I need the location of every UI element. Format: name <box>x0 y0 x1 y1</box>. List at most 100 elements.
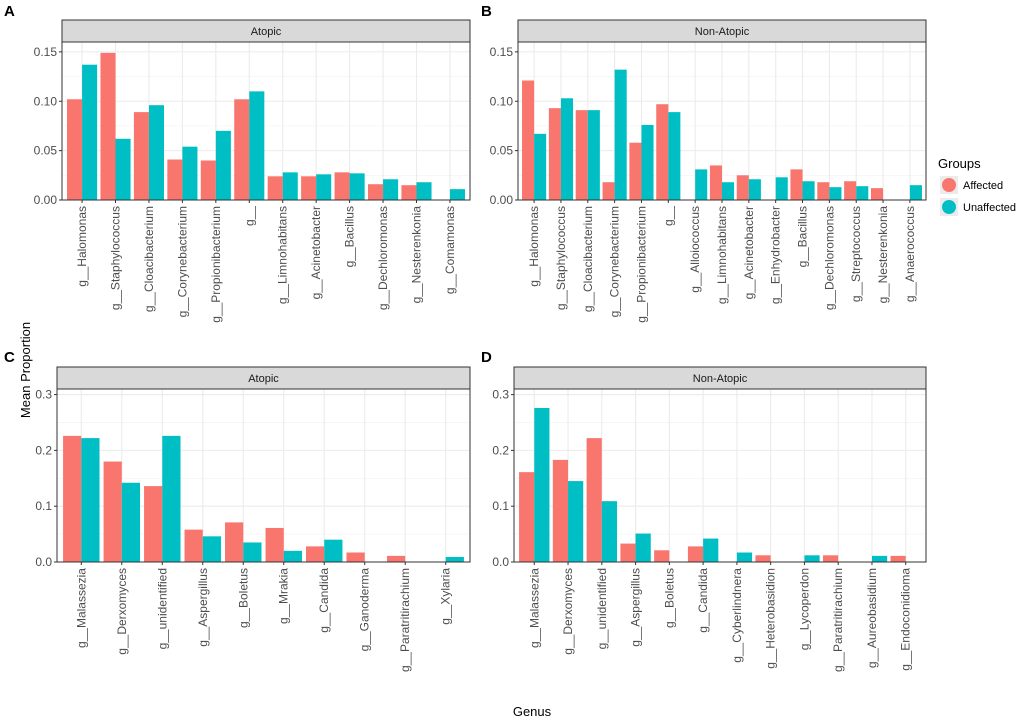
x-tick-label: g__Derxomyces <box>115 568 129 655</box>
x-tick-label: g__Lycoperdon <box>797 568 811 650</box>
bar-affected <box>519 472 535 562</box>
y-tick-label: 0.05 <box>34 144 58 158</box>
x-tick-label: g__Alloiococcus <box>688 206 702 293</box>
bar-affected <box>709 165 722 200</box>
legend-key-unaffected <box>942 200 956 214</box>
x-tick-label: g__Dechloromonas <box>376 206 390 310</box>
bar-unaffected <box>802 181 815 200</box>
x-tick-label: g__Nesterenkonia <box>876 206 890 304</box>
y-tick-label: 0.15 <box>34 45 58 59</box>
bar-affected <box>167 159 183 200</box>
x-tick-label: g__Boletus <box>236 568 250 628</box>
bar-unaffected <box>534 133 547 200</box>
y-tick-label: 0.0 <box>492 555 509 569</box>
plot-border-d <box>513 388 927 563</box>
bar-affected <box>267 176 283 200</box>
x-tick-label: g__unidentified <box>155 568 169 649</box>
bar-unaffected <box>243 542 262 562</box>
chart-panels: A Atopic 0.00 0.05 0.10 0.15 g__Halomonas g__St… <box>4 3 927 672</box>
x-tick-label: g__Cyberlindnera <box>730 568 744 663</box>
x-tick-label: g__Halomonas <box>75 206 89 287</box>
bar-affected <box>687 546 704 562</box>
bar-unaffected <box>121 482 141 562</box>
plot-border-c <box>56 388 471 563</box>
x-tick-label: g__Dechloromonas <box>822 206 836 310</box>
y-tick-label: 0.1 <box>35 499 52 513</box>
bar-affected <box>823 555 839 562</box>
bar-unaffected <box>614 69 627 201</box>
y-tick-label: 0.00 <box>490 193 514 207</box>
bar-unaffected <box>560 98 574 200</box>
y-tick-label: 0.3 <box>35 388 52 402</box>
x-tick-label: g__Staphylococcus <box>554 206 568 310</box>
x-tick-label: g__Aspergillus <box>196 568 210 647</box>
bar-unaffected <box>668 112 681 200</box>
x-tick-label: g__Heterobasidion <box>764 568 778 669</box>
bar-unaffected <box>703 538 719 562</box>
bar-unaffected <box>148 105 164 200</box>
panel-b: B Non-Atopic 0.00 0.05 0.10 0.15 g__Halomonas g… <box>481 3 927 323</box>
bar-affected <box>401 185 417 200</box>
bar-affected <box>184 529 203 562</box>
x-tick-label: g__Cloacibacterium <box>581 206 595 312</box>
bar-affected <box>103 461 122 562</box>
bar-unaffected <box>316 174 332 200</box>
panel-label-b: B <box>481 3 492 20</box>
facet-strip-label-a: Atopic <box>251 26 282 38</box>
bar-affected <box>844 181 857 200</box>
facet-strip-label-c: Atopic <box>248 373 279 385</box>
x-tick-label: g__Aureobasidium <box>865 568 879 668</box>
x-tick-label: g__Candida <box>696 568 710 633</box>
legend-label-unaffected: Unaffected <box>963 202 1016 214</box>
bar-unaffected <box>82 64 98 201</box>
bar-unaffected <box>449 189 465 200</box>
bar-unaffected <box>722 182 735 200</box>
x-tick-label: g__Comamonas <box>443 206 457 294</box>
bar-affected <box>736 175 749 200</box>
bar-affected <box>755 555 771 562</box>
x-tick-label: g__Paratritirachium <box>398 568 412 672</box>
x-tick-label: g__Bacillus <box>343 206 357 267</box>
bar-affected <box>870 188 884 200</box>
bar-unaffected <box>601 501 617 562</box>
bar-affected <box>334 172 350 200</box>
bar-unaffected <box>162 435 181 562</box>
x-tick-label: g__Derxomyces <box>561 568 575 655</box>
x-tick-label: g__Enhydrobacter <box>769 206 783 304</box>
x-tick-label: g__Bacillus <box>796 206 810 267</box>
panel-d: D Non-Atopic 0.0 0.1 0.2 0.3 g__Malassezia g__D… <box>481 349 927 672</box>
x-tick-label: g__Mrakia <box>277 568 291 624</box>
bar-unaffected <box>282 172 298 200</box>
legend-key-affected <box>942 178 956 192</box>
facet-strip-label-d: Non-Atopic <box>693 373 748 385</box>
y-tick-label: 0.1 <box>492 499 509 513</box>
x-axis-title: Genus <box>513 704 552 719</box>
bar-unaffected <box>871 555 888 562</box>
x-tick-label: g__Xylaria <box>439 568 453 625</box>
y-tick-label: 0.10 <box>490 94 514 108</box>
bar-affected <box>522 80 535 200</box>
bar-unaffected <box>349 173 365 200</box>
bar-affected <box>346 552 365 562</box>
bar-unaffected <box>215 130 231 200</box>
bar-unaffected <box>635 533 651 562</box>
bar-unaffected <box>115 138 131 200</box>
x-tick-label: g__Acinetobacter <box>742 206 756 299</box>
bar-affected <box>586 438 602 562</box>
x-tick-label: g__Ganoderma <box>358 568 372 652</box>
panel-label-a: A <box>4 3 15 20</box>
bar-affected <box>817 182 830 200</box>
bar-affected <box>890 555 906 562</box>
bar-affected <box>575 110 588 200</box>
bar-affected <box>200 160 216 200</box>
bar-affected <box>620 543 636 562</box>
bar-unaffected <box>695 169 708 200</box>
bar-affected <box>100 52 116 200</box>
bar-unaffected <box>324 539 343 562</box>
y-tick-label: 0.3 <box>492 388 509 402</box>
bar-unaffected <box>383 179 399 200</box>
y-axis-title: Mean Proportion <box>18 322 33 418</box>
x-tick-label: g__Limnohabitans <box>276 206 290 304</box>
bar-unaffected <box>534 407 550 562</box>
